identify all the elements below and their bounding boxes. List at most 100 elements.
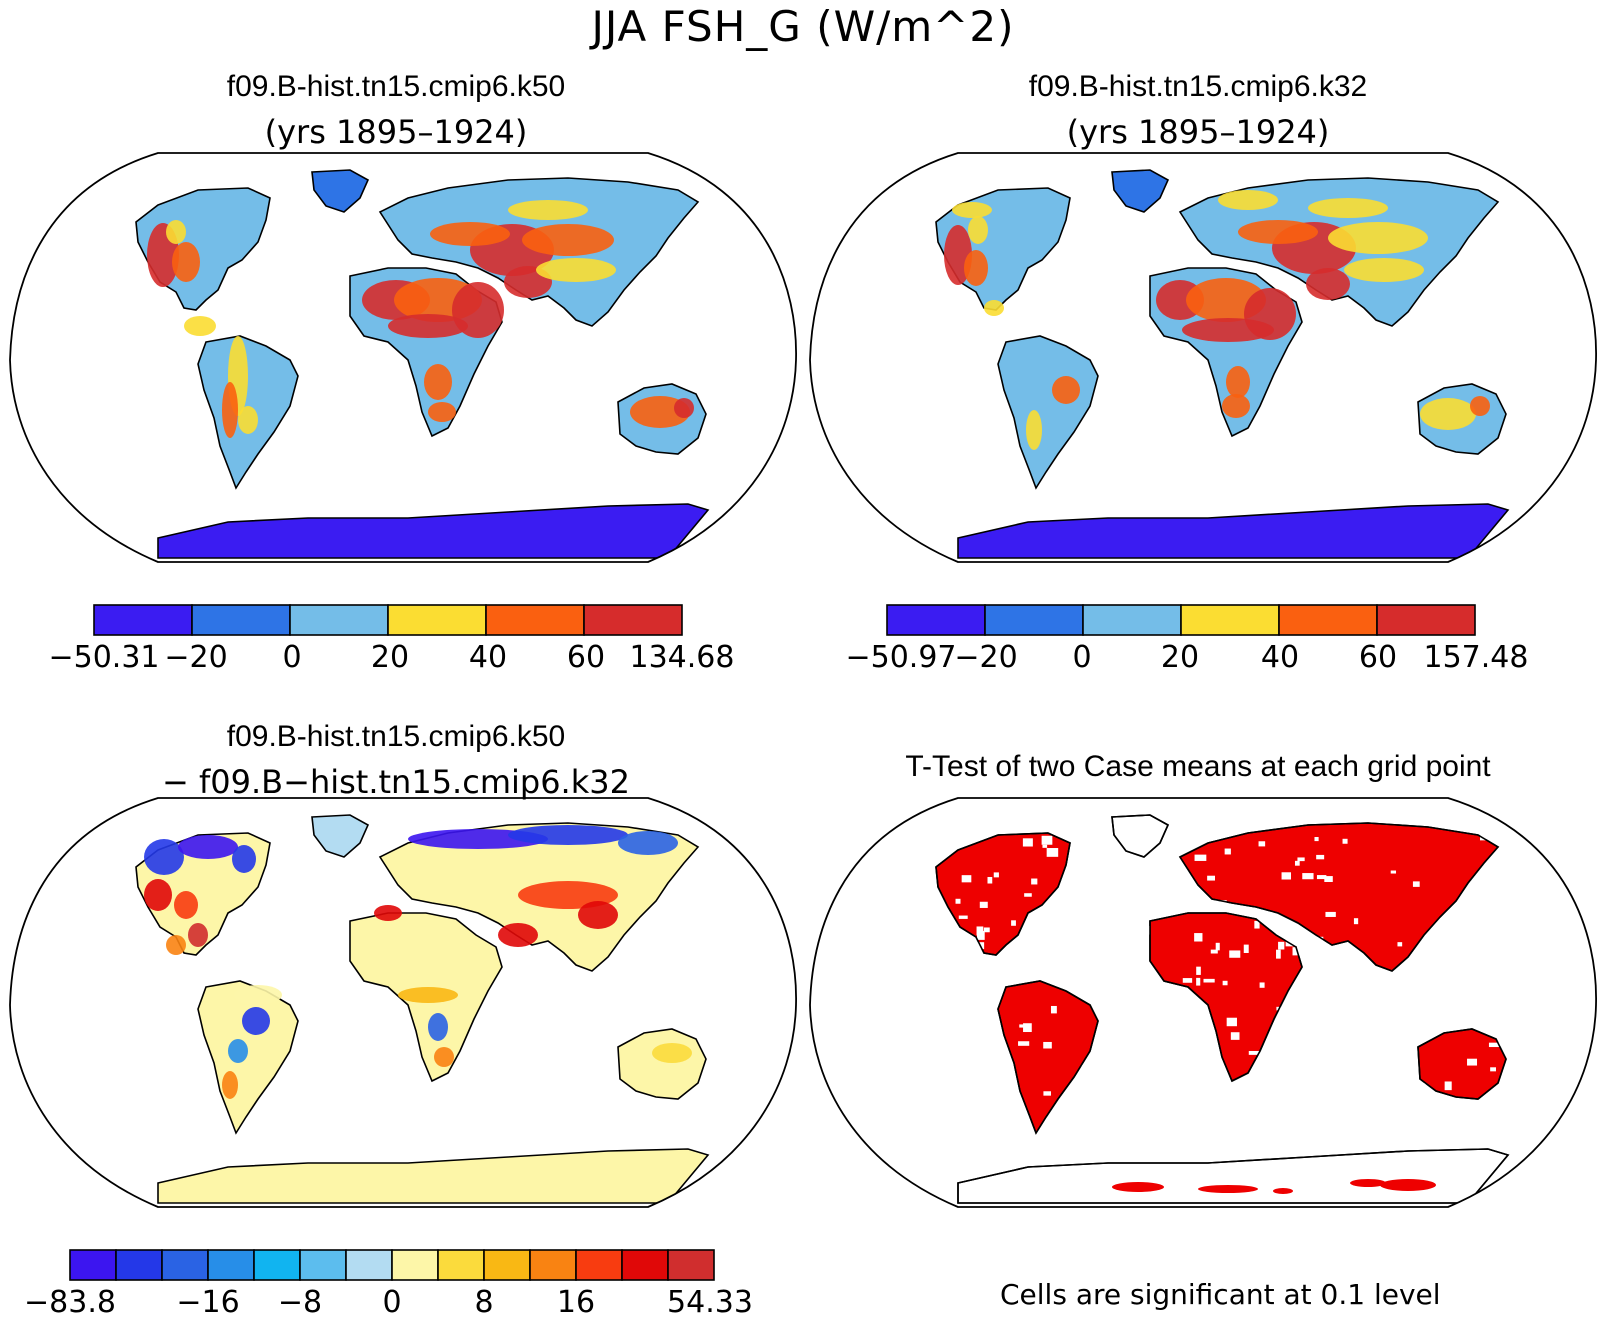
nonsig-cell — [1294, 860, 1300, 866]
field-patch — [536, 258, 616, 282]
nonsig-cell — [1194, 854, 1207, 861]
nonsig-cell — [1404, 994, 1413, 999]
colorbar-box — [1180, 604, 1280, 636]
colorbar-box — [529, 1249, 577, 1281]
nonsig-cell — [1043, 1091, 1051, 1096]
landmass-antarctica — [957, 503, 1510, 559]
colorbar-box — [207, 1249, 255, 1281]
nonsig-cell — [1024, 893, 1032, 897]
nonsig-cell — [1276, 1006, 1285, 1011]
nonsig-cell — [1276, 949, 1281, 959]
field-patch — [578, 901, 618, 929]
map-k50 — [9, 152, 797, 563]
nonsig-cell — [1165, 899, 1172, 909]
nonsig-cell — [1301, 931, 1308, 941]
nonsig-cell — [1316, 875, 1327, 880]
field-patch — [984, 300, 1004, 316]
map-diff — [9, 797, 797, 1208]
field-patch — [618, 831, 678, 855]
nonsig-cell — [1207, 875, 1215, 881]
field-patch — [1238, 220, 1318, 244]
landmass-greenland — [1111, 814, 1170, 858]
nonsig-cell — [1353, 918, 1359, 925]
coastline-samerica — [997, 980, 1099, 1135]
field-patch — [144, 839, 184, 875]
nonsig-cell — [1313, 936, 1324, 945]
nonsig-cell — [950, 1089, 960, 1094]
colorbar-label: 60 — [1359, 640, 1397, 675]
field-patch — [498, 923, 538, 947]
sig-patch — [1350, 1179, 1386, 1187]
nonsig-cell — [1486, 993, 1494, 999]
field-patch — [1226, 366, 1250, 398]
nonsig-cell — [1253, 1092, 1263, 1101]
nonsig-cell — [1170, 908, 1175, 915]
field-patch — [1218, 190, 1278, 210]
field-patch — [166, 220, 186, 244]
nonsig-cell — [1018, 1041, 1030, 1046]
nonsig-cell — [1358, 962, 1364, 970]
landmass-greenland — [311, 169, 370, 213]
nonsig-cell — [991, 1064, 996, 1068]
nonsig-cell — [1397, 942, 1403, 947]
landmass-samerica — [997, 335, 1099, 490]
nonsig-cell — [1160, 858, 1170, 863]
field-patch — [398, 987, 458, 1003]
nonsig-cell — [1074, 982, 1084, 986]
colorbar-box — [575, 1249, 623, 1281]
nonsig-cell — [1050, 1005, 1057, 1014]
nonsig-cell — [976, 926, 984, 936]
field-patch — [184, 316, 216, 336]
nonsig-cell — [1097, 1083, 1102, 1089]
main-title: JJA FSH_G (W/m^2) — [591, 2, 1015, 51]
nonsig-cell — [1324, 876, 1333, 882]
field-patch — [508, 825, 628, 845]
map-frame — [809, 797, 1597, 1208]
colorbar-label: −20 — [954, 640, 1017, 675]
nonsig-cell — [1297, 857, 1305, 862]
nonsig-cell — [1485, 968, 1490, 975]
nonsig-cell — [1444, 1081, 1452, 1091]
nonsig-cell — [976, 930, 985, 940]
nonsig-cell — [1448, 982, 1454, 987]
nonsig-cell — [1022, 838, 1033, 847]
coastline-greenland — [1111, 814, 1170, 858]
nonsig-cell — [955, 898, 961, 904]
map-frame — [809, 152, 1597, 563]
landmass-greenland — [1111, 169, 1170, 213]
nonsig-cell — [1052, 914, 1057, 921]
coastline-africa — [1149, 912, 1303, 1083]
nonsig-cell — [1412, 881, 1420, 887]
nonsig-cell — [993, 872, 999, 878]
colorbar-box — [886, 604, 986, 636]
colorbar-label: 40 — [469, 640, 507, 675]
field-patch — [238, 406, 258, 434]
nonsig-cell — [1102, 987, 1108, 995]
field-patch — [234, 985, 282, 1005]
field-patch — [222, 1071, 238, 1099]
nonsig-cell — [1200, 1027, 1208, 1036]
colorbar-label: 54.33 — [667, 1285, 753, 1320]
colorbar-box — [483, 1249, 531, 1281]
colorbar-box — [485, 604, 585, 636]
nonsig-cell — [1423, 1030, 1432, 1039]
nonsig-cell — [1418, 1083, 1426, 1090]
nonsig-cell — [1262, 911, 1273, 920]
field-patch — [1182, 318, 1274, 342]
field-patch — [166, 935, 186, 955]
nonsig-cell — [1224, 848, 1231, 855]
colorbar-box — [621, 1249, 669, 1281]
nonsig-cell — [1281, 872, 1292, 880]
field-patch — [964, 250, 988, 286]
nonsig-cell — [979, 901, 988, 908]
nonsig-cell — [1122, 1047, 1131, 1054]
colorbar-label: −8 — [278, 1285, 322, 1320]
nonsig-cell — [1208, 900, 1219, 905]
nonsig-cell — [1384, 1015, 1391, 1023]
field-patch — [652, 1043, 692, 1063]
colorbar-label: −50.97 — [845, 640, 956, 675]
nonsig-cell — [1149, 900, 1156, 905]
nonsig-cell — [1041, 835, 1053, 845]
nonsig-cell — [964, 981, 975, 989]
nonsig-cell — [1289, 934, 1295, 939]
